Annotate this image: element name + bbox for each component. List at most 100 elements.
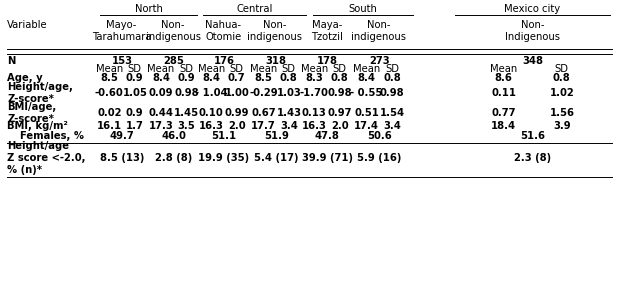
Text: - 0.55: - 0.55 [350, 88, 383, 98]
Text: Central: Central [236, 4, 273, 14]
Text: 0.77: 0.77 [491, 108, 516, 118]
Text: 1.56: 1.56 [549, 108, 574, 118]
Text: 1.45: 1.45 [174, 108, 199, 118]
Text: SD: SD [333, 63, 347, 74]
Text: 46.0: 46.0 [161, 131, 186, 141]
Text: BMI/age,
Z-score*: BMI/age, Z-score* [7, 102, 57, 124]
Text: 176: 176 [214, 56, 235, 66]
Text: Mexico city: Mexico city [504, 4, 560, 14]
Text: 18.4: 18.4 [491, 121, 516, 132]
Text: SD: SD [555, 63, 569, 74]
Text: 2.3 (8): 2.3 (8) [514, 153, 552, 163]
Text: Mean: Mean [490, 63, 517, 74]
Text: Mean: Mean [301, 63, 328, 74]
Text: Mean: Mean [96, 63, 123, 74]
Text: 8.4: 8.4 [202, 74, 220, 84]
Text: SD: SD [180, 63, 193, 74]
Text: 1.43: 1.43 [276, 108, 301, 118]
Text: 1.54: 1.54 [379, 108, 405, 118]
Text: -0.60: -0.60 [95, 88, 124, 98]
Text: Mean: Mean [147, 63, 175, 74]
Text: 49.7: 49.7 [110, 131, 134, 141]
Text: 0.09: 0.09 [149, 88, 173, 98]
Text: BMI, kg/m²: BMI, kg/m² [7, 121, 68, 132]
Text: 51.6: 51.6 [520, 131, 545, 141]
Text: Variable: Variable [7, 20, 48, 30]
Text: Non-
Indigenous: Non- Indigenous [505, 20, 560, 42]
Text: SD: SD [282, 63, 296, 74]
Text: 0.9: 0.9 [126, 74, 144, 84]
Text: 0.8: 0.8 [383, 74, 401, 84]
Text: 8.5: 8.5 [254, 74, 272, 84]
Text: 39.9 (71): 39.9 (71) [301, 153, 353, 163]
Text: Mean: Mean [353, 63, 380, 74]
Text: 2.0: 2.0 [331, 121, 348, 132]
Text: 0.8: 0.8 [280, 74, 298, 84]
Text: 8.6: 8.6 [495, 74, 513, 84]
Text: 0.44: 0.44 [149, 108, 173, 118]
Text: 1.02: 1.02 [550, 88, 574, 98]
Text: Non-
indigenous: Non- indigenous [351, 20, 406, 42]
Text: Age, y: Age, y [7, 74, 43, 84]
Text: 50.6: 50.6 [367, 131, 392, 141]
Text: Height/age,
Z-score*: Height/age, Z-score* [7, 82, 73, 104]
Text: 0.51: 0.51 [354, 108, 379, 118]
Text: 0.8: 0.8 [553, 74, 571, 84]
Text: 3.9: 3.9 [553, 121, 571, 132]
Text: 0.7: 0.7 [228, 74, 246, 84]
Text: 2.8 (8): 2.8 (8) [155, 153, 193, 163]
Text: 1.7: 1.7 [126, 121, 144, 132]
Text: Non-
indigenous: Non- indigenous [145, 20, 201, 42]
Text: 0.9: 0.9 [178, 74, 195, 84]
Text: 8.4: 8.4 [152, 74, 170, 84]
Text: 8.3: 8.3 [306, 74, 323, 84]
Text: 0.99: 0.99 [225, 108, 249, 118]
Text: 1.00: 1.00 [224, 88, 249, 98]
Text: Females, %: Females, % [14, 131, 84, 141]
Text: 1.05: 1.05 [123, 88, 147, 98]
Text: SD: SD [128, 63, 142, 74]
Text: Height/age
Z score <-2.0,
% (n)*: Height/age Z score <-2.0, % (n)* [7, 141, 86, 175]
Text: -0.29: -0.29 [249, 88, 278, 98]
Text: 8.5 (13): 8.5 (13) [100, 153, 144, 163]
Text: 3.4: 3.4 [280, 121, 298, 132]
Text: Mean: Mean [250, 63, 277, 74]
Text: 16.1: 16.1 [97, 121, 122, 132]
Text: 16.3: 16.3 [302, 121, 327, 132]
Text: Non-
indigenous: Non- indigenous [248, 20, 303, 42]
Text: Mayo-
Tarahumara: Mayo- Tarahumara [92, 20, 151, 42]
Text: 348: 348 [522, 56, 543, 66]
Text: 3.4: 3.4 [383, 121, 401, 132]
Text: Nahua-
Otomie: Nahua- Otomie [206, 20, 241, 42]
Text: 17.3: 17.3 [149, 121, 173, 132]
Text: South: South [348, 4, 377, 14]
Text: 8.4: 8.4 [358, 74, 376, 84]
Text: 51.1: 51.1 [212, 131, 236, 141]
Text: SD: SD [230, 63, 244, 74]
Text: 17.4: 17.4 [354, 121, 379, 132]
Text: -1.70: -1.70 [300, 88, 329, 98]
Text: 178: 178 [316, 56, 337, 66]
Text: 285: 285 [163, 56, 184, 66]
Text: 273: 273 [369, 56, 389, 66]
Text: 0.98: 0.98 [174, 88, 199, 98]
Text: 0.98: 0.98 [379, 88, 404, 98]
Text: 0.67: 0.67 [251, 108, 275, 118]
Text: Mean: Mean [197, 63, 225, 74]
Text: 0.11: 0.11 [491, 88, 516, 98]
Text: 8.5: 8.5 [100, 74, 118, 84]
Text: North: North [135, 4, 163, 14]
Text: 3.5: 3.5 [178, 121, 195, 132]
Text: N: N [7, 56, 15, 66]
Text: 16.3: 16.3 [199, 121, 223, 132]
Text: 5.4 (17): 5.4 (17) [254, 153, 298, 163]
Text: 0.02: 0.02 [97, 108, 121, 118]
Text: 17.7: 17.7 [251, 121, 276, 132]
Text: 0.9: 0.9 [126, 108, 144, 118]
Text: 51.9: 51.9 [264, 131, 288, 141]
Text: 0.13: 0.13 [302, 108, 327, 118]
Text: 0.10: 0.10 [199, 108, 223, 118]
Text: SD: SD [385, 63, 399, 74]
Text: 47.8: 47.8 [314, 131, 340, 141]
Text: 153: 153 [111, 56, 132, 66]
